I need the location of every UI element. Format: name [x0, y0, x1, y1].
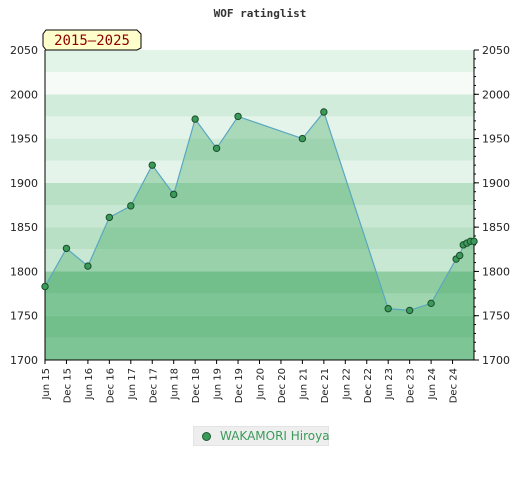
y-tick-label-left: 1900	[10, 177, 38, 190]
x-tick-label: Jun 22	[341, 368, 352, 401]
chart-title: WOF ratinglist	[214, 7, 307, 20]
grid-band	[45, 50, 474, 73]
x-tick-label: Jun 23	[384, 368, 395, 401]
grid-band	[45, 249, 474, 272]
data-point	[212, 144, 221, 153]
x-tick-label: Dec 18	[191, 368, 202, 403]
data-point	[127, 202, 135, 210]
x-tick-label: Dec 15	[62, 368, 73, 403]
y-tick-label-left: 1950	[10, 133, 38, 146]
data-point	[191, 115, 199, 123]
series-area	[45, 112, 474, 360]
y-tick-label-left: 1700	[10, 354, 38, 367]
grid-band	[45, 138, 474, 161]
x-tick-label: Dec 23	[406, 368, 417, 403]
grid-band	[45, 72, 474, 95]
y-tick-label-right: 1950	[482, 133, 510, 146]
data-point	[84, 262, 92, 270]
grid-band	[45, 315, 474, 338]
x-tick-label: Jun 20	[256, 368, 267, 401]
data-point	[320, 108, 328, 116]
y-tick-label-left: 1850	[10, 221, 38, 234]
legend: WAKAMORI Hiroya	[193, 426, 330, 446]
data-point	[62, 244, 71, 253]
grid-band	[45, 205, 474, 228]
x-tick-label: Jun 24	[427, 368, 438, 401]
data-point	[298, 134, 307, 143]
x-tick-label: Jun 21	[298, 368, 309, 401]
data-point	[384, 304, 392, 313]
grid-band	[45, 116, 474, 139]
grid-band	[45, 293, 474, 316]
y-tick-label-right: 1750	[482, 310, 510, 323]
x-tick-label: Dec 22	[363, 368, 374, 403]
period-badge: 2015–2025	[42, 29, 142, 51]
data-point	[234, 112, 242, 121]
period-badge-box	[42, 29, 142, 51]
x-tick-label: Dec 24	[449, 368, 460, 403]
grid-band	[45, 271, 474, 294]
legend-marker-icon	[202, 432, 211, 441]
data-point	[41, 282, 49, 291]
y-axis-left: 1700 1750 1800 1850 1900 1950 2000 2050	[10, 44, 38, 367]
y-axis-right: 1700 1750 1800 1850 1900 1950 2000 2050	[474, 44, 510, 367]
data-point	[470, 237, 478, 246]
data-point	[148, 161, 156, 169]
x-tick-label: Dec 20	[277, 368, 288, 403]
y-tick-label-right: 1800	[482, 265, 510, 278]
grid-band	[45, 182, 474, 205]
x-tick-label: Dec 19	[234, 368, 245, 403]
data-point	[456, 251, 464, 260]
x-tick-label: Dec 16	[105, 368, 116, 403]
y-tick-label-left: 1750	[10, 310, 38, 323]
data-point	[405, 306, 414, 315]
grid-band	[45, 337, 474, 360]
y-tick-label-right: 2000	[482, 88, 510, 101]
data-point	[105, 213, 114, 222]
y-tick-label-left: 2050	[10, 44, 38, 57]
legend-label: WAKAMORI Hiroya	[220, 429, 330, 443]
y-tick-label-right: 1850	[482, 221, 510, 234]
data-point	[427, 299, 435, 308]
x-axis: Jun 15 Dec 15 Jun 16 Dec 16 Jun 17 Dec 17 Jun …	[41, 360, 460, 403]
x-tick-label: Jun 15	[41, 368, 52, 401]
y-tick-label-left: 2000	[10, 88, 38, 101]
x-tick-label: Jun 18	[170, 368, 181, 401]
x-tick-label: Dec 21	[320, 368, 331, 403]
x-tick-label: Jun 19	[213, 368, 224, 401]
data-point	[170, 190, 178, 199]
x-tick-label: Dec 17	[148, 368, 159, 403]
y-tick-label-right: 1900	[482, 177, 510, 190]
x-tick-label: Jun 16	[84, 368, 95, 401]
grid-band	[45, 94, 474, 117]
x-tick-label: Jun 17	[127, 368, 138, 401]
y-tick-label-left: 1800	[10, 265, 38, 278]
y-tick-label-right: 2050	[482, 44, 510, 57]
y-tick-label-right: 1700	[482, 354, 510, 367]
data-points	[41, 108, 478, 315]
period-badge-label: 2015–2025	[54, 33, 130, 49]
